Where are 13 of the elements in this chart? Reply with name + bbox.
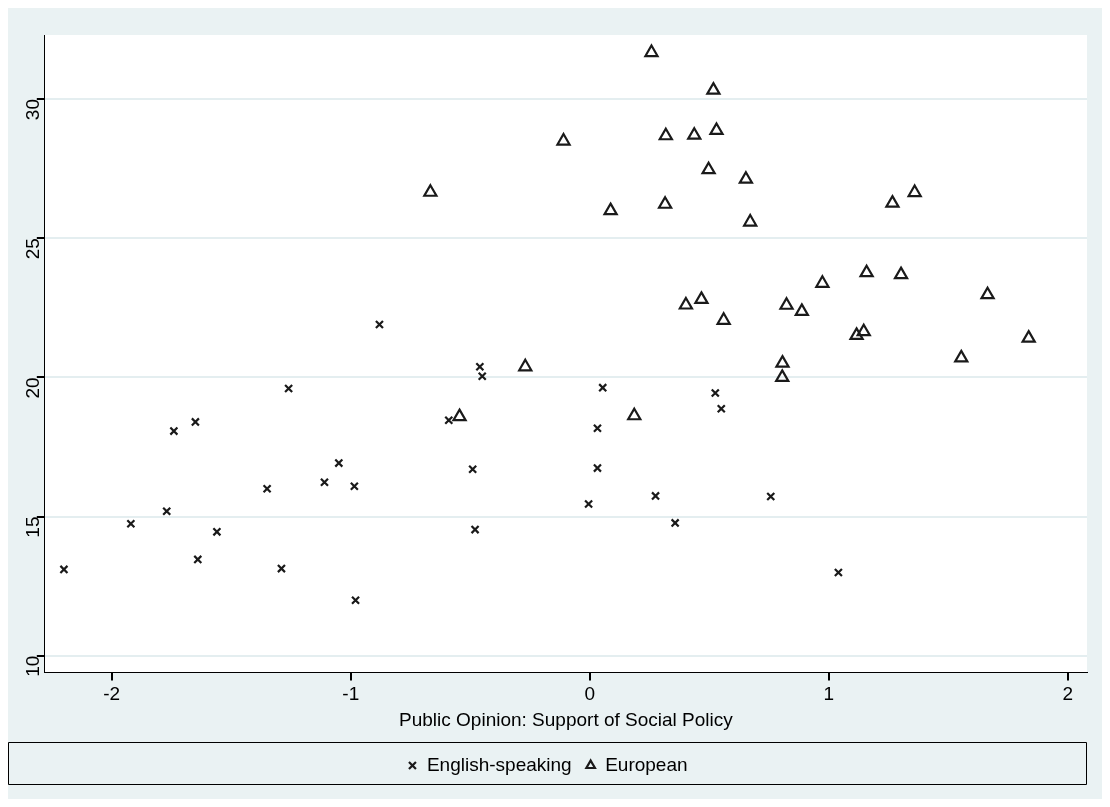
x-tick-label: 1 — [823, 683, 835, 705]
y-tick-label: 20 — [22, 377, 44, 399]
x-tick-label: 2 — [1062, 683, 1074, 705]
legend-label: European — [605, 753, 688, 775]
y-tick-label: 10 — [22, 655, 44, 677]
y-tick-label: 25 — [22, 238, 44, 260]
y-tick-label: 15 — [22, 516, 44, 538]
x-tick-label: -2 — [103, 683, 121, 705]
x-axis-title: Public Opinion: Support of Social Policy — [399, 708, 734, 730]
y-tick-label: 30 — [22, 99, 44, 121]
x-tick-label: 0 — [584, 683, 596, 705]
x-tick-label: -1 — [342, 683, 360, 705]
legend-label: English-speaking — [426, 753, 572, 775]
